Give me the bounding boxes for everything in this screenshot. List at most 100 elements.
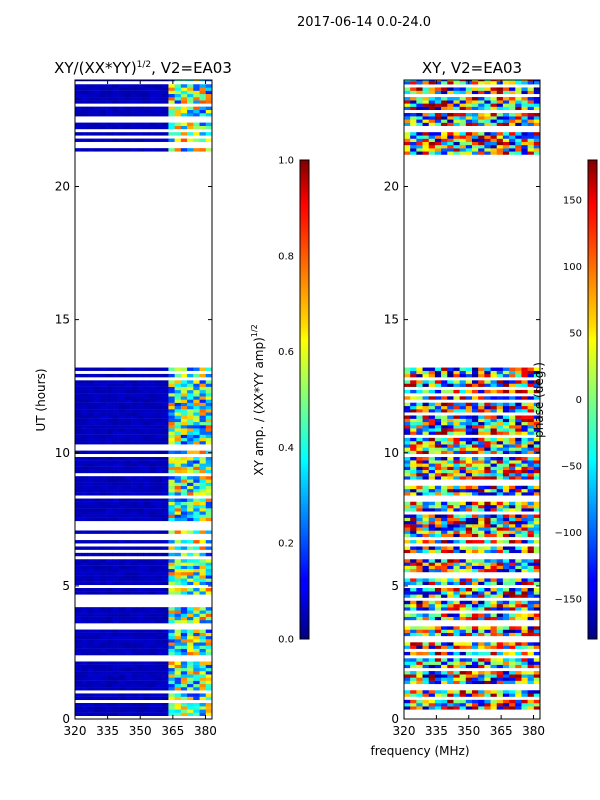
heatmap-cell xyxy=(205,661,213,665)
heatmap-cell xyxy=(404,600,411,605)
x-tick-label: 380 xyxy=(194,724,217,738)
heatmap-cell xyxy=(490,367,498,371)
heatmap-cell xyxy=(199,428,207,432)
heatmap-cell xyxy=(75,568,82,573)
heatmap-cell xyxy=(459,658,467,662)
heatmap-cell xyxy=(124,405,132,410)
heatmap-cell xyxy=(149,405,157,410)
heatmap-cell xyxy=(422,562,430,566)
y-tick-label: 10 xyxy=(384,446,399,460)
heatmap-cell xyxy=(112,610,119,614)
heatmap-cell xyxy=(434,488,442,493)
heatmap-cell xyxy=(441,501,448,506)
heatmap-cell xyxy=(490,97,498,101)
heatmap-cell xyxy=(162,367,169,371)
heatmap-cell xyxy=(124,517,132,522)
heatmap-cell xyxy=(81,122,88,126)
heatmap-cell xyxy=(131,559,138,563)
heatmap-cell xyxy=(131,386,138,391)
heatmap-cell xyxy=(124,575,132,579)
heatmap-cell xyxy=(193,514,200,518)
heatmap-cell xyxy=(490,664,498,669)
heatmap-cell xyxy=(112,393,119,397)
heatmap-cell xyxy=(422,103,430,107)
heatmap-cell xyxy=(180,498,188,502)
heatmap-cell xyxy=(124,457,132,461)
heatmap-cell xyxy=(527,116,535,120)
heatmap-cell xyxy=(502,613,510,617)
heatmap-cell xyxy=(527,524,535,528)
heatmap-cell xyxy=(199,132,207,136)
heatmap-cell xyxy=(187,687,194,691)
heatmap-cell xyxy=(496,706,504,710)
heatmap-cell xyxy=(428,533,436,538)
heatmap-cell xyxy=(199,492,207,496)
heatmap-cell xyxy=(490,706,498,710)
heatmap-cell xyxy=(521,540,528,544)
heatmap-cell xyxy=(428,607,436,611)
heatmap-cell xyxy=(410,460,417,464)
heatmap-cell xyxy=(472,706,479,710)
heatmap-cell xyxy=(149,565,157,570)
heatmap-cell xyxy=(205,677,213,681)
heatmap-cell xyxy=(118,664,126,669)
heatmap-cell xyxy=(106,568,113,573)
heatmap-cell xyxy=(112,90,119,95)
heatmap-cell xyxy=(453,97,460,101)
heatmap-cell xyxy=(112,437,119,442)
heatmap-cell xyxy=(137,437,144,442)
heatmap-cell xyxy=(527,405,535,410)
heatmap-cell xyxy=(124,613,132,617)
heatmap-cell xyxy=(465,568,473,573)
heatmap-cell xyxy=(447,409,454,413)
heatmap-cell xyxy=(453,485,460,490)
heatmap-cell xyxy=(478,629,485,633)
heatmap-cell xyxy=(180,674,188,678)
heatmap-cell xyxy=(205,712,213,716)
heatmap-cell xyxy=(199,546,207,550)
heatmap-cell xyxy=(131,514,138,518)
heatmap-cell xyxy=(174,383,182,387)
heatmap-cell xyxy=(168,367,175,371)
heatmap-cell xyxy=(502,103,510,107)
heatmap-cell xyxy=(174,514,182,518)
heatmap-cell xyxy=(118,380,126,384)
heatmap-cell xyxy=(527,492,535,496)
heatmap-cell xyxy=(75,485,82,490)
heatmap-cell xyxy=(205,562,213,566)
heatmap-cell xyxy=(484,409,491,413)
heatmap-cell xyxy=(410,132,417,136)
heatmap-cell xyxy=(410,661,417,665)
heatmap-cell xyxy=(168,703,175,707)
heatmap-cell xyxy=(149,578,157,582)
heatmap-cell xyxy=(143,559,151,563)
heatmap-cell xyxy=(99,530,107,534)
heatmap-cell xyxy=(193,113,200,117)
heatmap-cell xyxy=(124,148,132,152)
heatmap-cell xyxy=(484,80,491,82)
heatmap-cell xyxy=(131,498,138,502)
heatmap-cell xyxy=(75,132,82,136)
heatmap-cell xyxy=(404,488,411,493)
heatmap-cell xyxy=(199,581,207,586)
heatmap-cell xyxy=(441,81,448,85)
heatmap-cell xyxy=(162,389,169,394)
heatmap-cell xyxy=(99,552,107,557)
heatmap-cell xyxy=(478,463,485,467)
heatmap-cell xyxy=(453,141,460,146)
heatmap-cell xyxy=(187,661,194,665)
heatmap-cell xyxy=(75,664,82,669)
heatmap-cell xyxy=(106,629,113,633)
heatmap-cell xyxy=(472,383,479,387)
heatmap-cell xyxy=(137,460,144,464)
heatmap-cell xyxy=(124,648,132,653)
heatmap-cell xyxy=(124,389,132,394)
heatmap-cell xyxy=(199,415,207,419)
heatmap-cell xyxy=(118,122,126,126)
heatmap-cell xyxy=(416,540,423,544)
heatmap-cell xyxy=(422,629,430,633)
heatmap-cell xyxy=(149,466,157,470)
heatmap-cell xyxy=(515,562,522,566)
heatmap-cell xyxy=(118,613,126,617)
heatmap-cell xyxy=(168,591,175,595)
